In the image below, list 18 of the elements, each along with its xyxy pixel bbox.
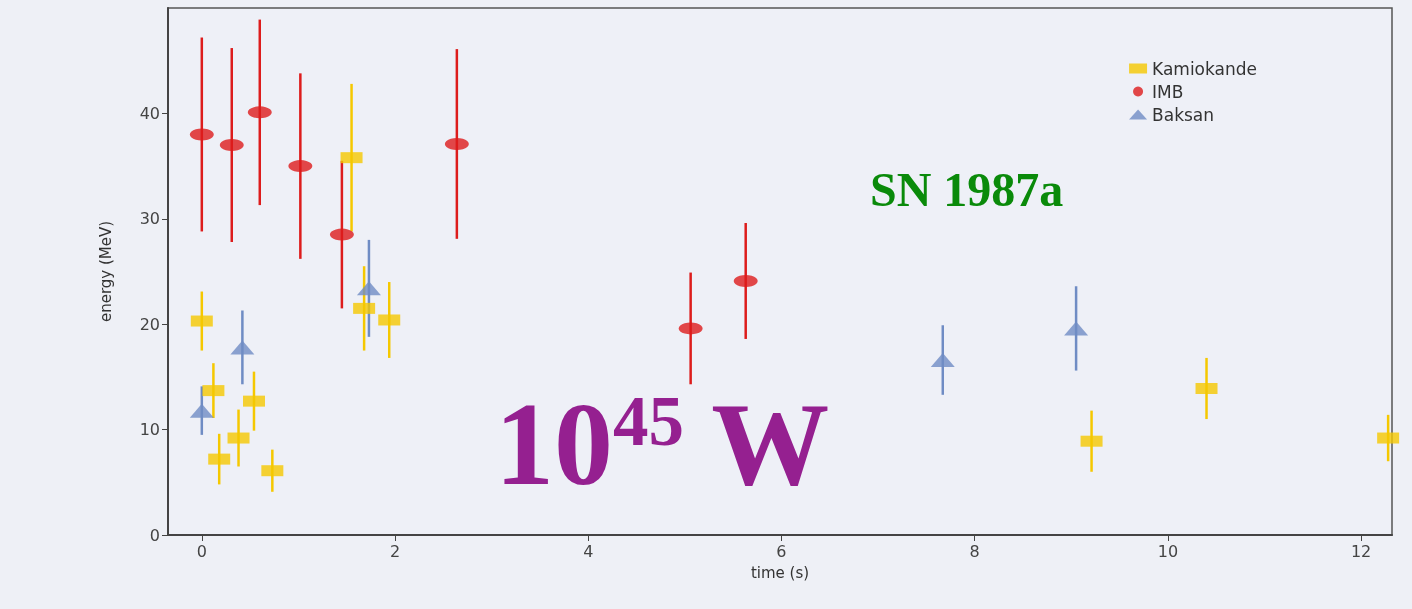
legend-label: IMB: [1152, 81, 1184, 102]
y-tick-label: 0: [149, 525, 160, 545]
x-tick-label: 0: [196, 541, 207, 561]
x-axis-title: time (s): [750, 563, 810, 582]
y-tick-label: 40: [139, 103, 160, 123]
y-tick-label: 20: [139, 314, 160, 334]
x-tick-label: 2: [389, 541, 401, 561]
y-axis-title: energy (MeV): [96, 220, 115, 323]
x-tick-label: 4: [583, 541, 594, 561]
annotation: SN 1987a: [870, 162, 1064, 216]
x-tick-label: 8: [969, 541, 980, 561]
legend-label: Baksan: [1152, 104, 1215, 125]
x-tick-label: 12: [1350, 541, 1372, 561]
x-tick-label: 6: [776, 541, 787, 561]
y-tick-label: 10: [139, 420, 160, 440]
legend-label: Kamiokande: [1152, 58, 1258, 79]
y-tick-label: 30: [139, 209, 160, 229]
x-tick-label: 10: [1157, 541, 1179, 561]
